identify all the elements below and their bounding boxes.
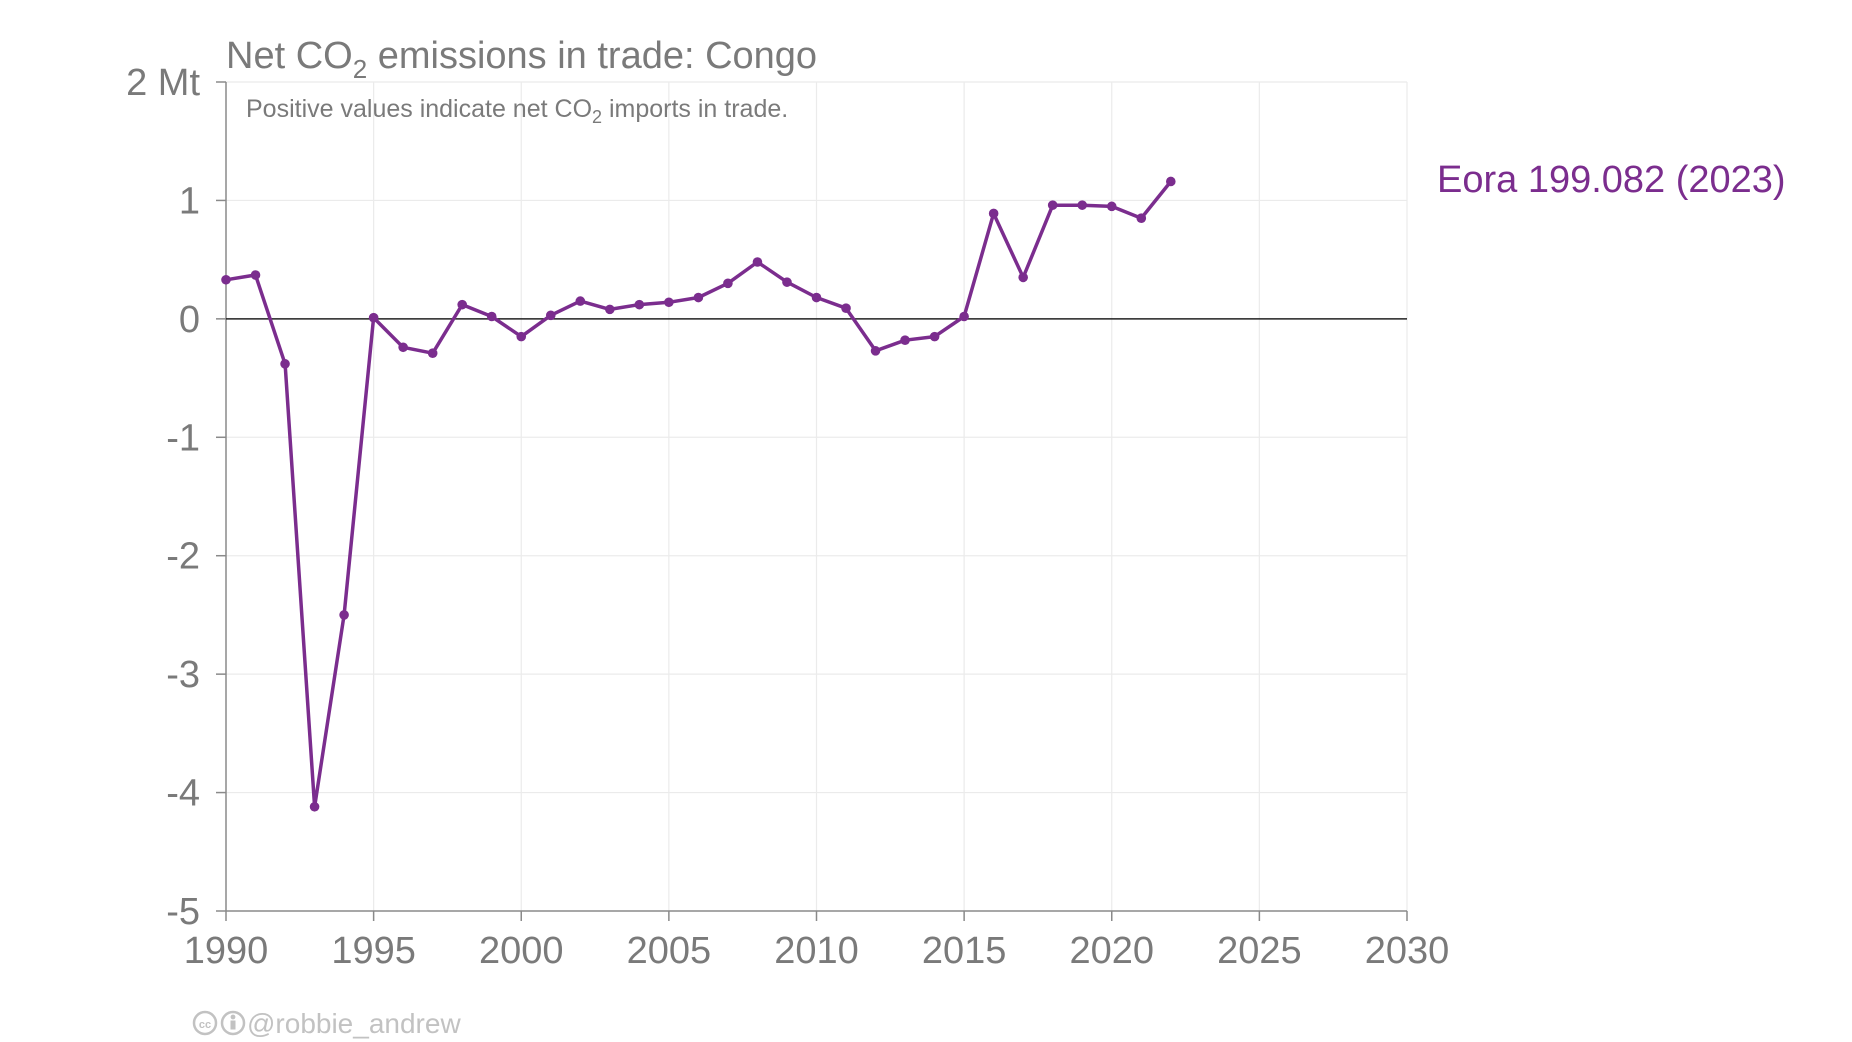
- x-tick-label-2030: 2030: [1365, 930, 1450, 972]
- data-point-2021: [1136, 213, 1147, 223]
- data-point-2005: [664, 297, 674, 308]
- y-tick-label-0: 0: [179, 299, 200, 341]
- data-point-2002: [575, 296, 586, 306]
- data-point-2004: [634, 299, 645, 310]
- grid: [226, 81, 1408, 911]
- x-tick-label-2020: 2020: [1069, 930, 1154, 972]
- data-point-2012: [870, 346, 881, 356]
- data-point-1990: [221, 274, 231, 285]
- y-tick-label--2: -2: [166, 536, 200, 578]
- data-point-1993: [309, 801, 320, 812]
- data-point-2009: [782, 277, 792, 287]
- data-point-1995: [368, 312, 379, 323]
- x-tick-label-2015: 2015: [922, 930, 1007, 972]
- data-point-2003: [605, 304, 615, 315]
- data-point-2011: [841, 303, 851, 313]
- data-point-2018: [1047, 200, 1058, 210]
- x-axis-ticks: 1990 1995 2000 2005 2010 2015 2020 2025 2030: [184, 911, 1450, 972]
- svg-text:cc: cc: [199, 1019, 211, 1031]
- data-point-2007: [723, 278, 733, 289]
- subtitle-suffix: imports in trade.: [602, 95, 788, 123]
- y-tick-label--3: -3: [166, 654, 200, 696]
- y-axis-ticks: 2 Mt 1 0 -1 -2 -3 -4 -5: [126, 62, 226, 933]
- x-tick-label-2005: 2005: [627, 930, 712, 972]
- data-point-2019: [1077, 200, 1088, 210]
- series-line-eora: [224, 179, 1173, 809]
- chart-subtitle: Positive values indicate net CO2 imports…: [246, 95, 788, 127]
- data-point-2014: [929, 331, 940, 342]
- data-point-1994: [339, 610, 349, 620]
- title-subscript: 2: [353, 54, 367, 84]
- data-point-2022: [1166, 176, 1176, 187]
- cc-icon: cc: [192, 1010, 218, 1036]
- x-tick-label-2010: 2010: [774, 930, 859, 972]
- data-point-1998: [457, 299, 468, 310]
- title-suffix: emissions in trade: Congo: [367, 35, 817, 77]
- y-tick-label--1: -1: [166, 417, 200, 459]
- data-point-2015: [959, 311, 969, 322]
- chart-title: Net CO2 emissions in trade: Congo: [226, 35, 817, 84]
- y-tick-label-2: 2 Mt: [126, 62, 200, 104]
- x-tick-label-2025: 2025: [1217, 930, 1302, 972]
- data-point-1996: [398, 342, 408, 353]
- data-point-2006: [693, 292, 704, 303]
- data-point-1992: [280, 359, 290, 369]
- data-point-2001: [545, 310, 556, 321]
- x-tick-label-1990: 1990: [184, 930, 269, 972]
- data-point-2008: [752, 257, 763, 267]
- y-tick-label--4: -4: [166, 773, 200, 815]
- by-icon: [220, 1010, 246, 1036]
- subtitle-subscript: 2: [592, 107, 602, 127]
- y-tick-label--5: -5: [166, 891, 200, 933]
- data-point-2017: [1018, 272, 1028, 283]
- series-layer: [221, 176, 1176, 812]
- data-point-2010: [811, 292, 822, 303]
- data-point-2020: [1106, 201, 1117, 212]
- credit-handle: @robbie_andrew: [247, 1008, 461, 1039]
- data-point-2016: [988, 208, 999, 219]
- x-tick-label-1995: 1995: [331, 930, 416, 972]
- data-point-2013: [900, 335, 910, 345]
- y-tick-label-1: 1: [179, 180, 200, 222]
- x-tick-label-2000: 2000: [479, 930, 564, 972]
- data-point-1997: [427, 348, 438, 359]
- data-point-1991: [250, 270, 261, 280]
- data-point-2000: [516, 331, 527, 342]
- series-label-eora: Eora 199.082 (2023): [1437, 159, 1786, 201]
- data-point-1999: [486, 311, 497, 322]
- credit: cc @robbie_andrew: [192, 1008, 461, 1039]
